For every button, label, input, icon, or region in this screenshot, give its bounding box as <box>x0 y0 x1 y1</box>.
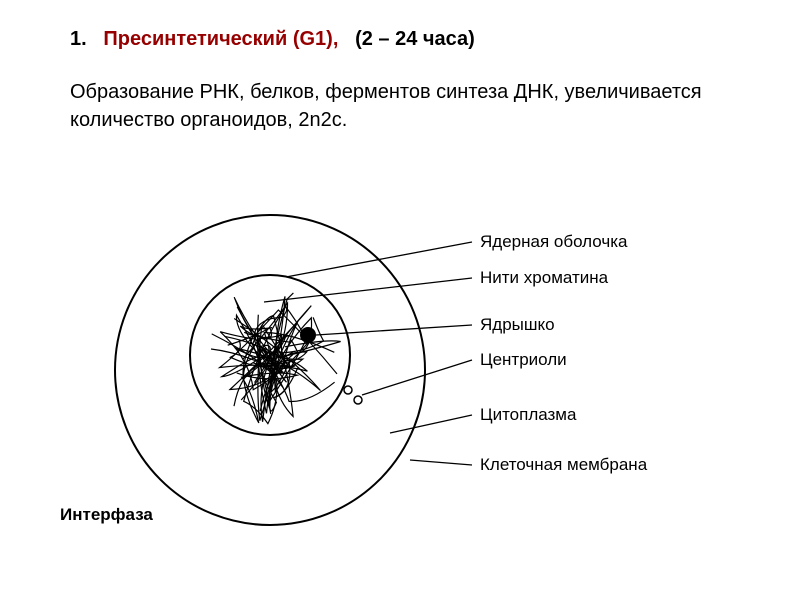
title-duration: (2 – 24 часа) <box>355 28 475 50</box>
title-main: Пресинтетический (G1), <box>103 28 338 50</box>
title-line: 1. Пресинтетический (G1), (2 – 24 часа) <box>70 28 750 51</box>
label-cytoplasm: Цитоплазма <box>480 405 577 424</box>
cell-diagram: Ядерная оболочка Нити хроматина Ядрышко Цен… <box>40 170 760 570</box>
label-chromatin: Нити хроматина <box>480 268 609 287</box>
subtitle-text: Образование РНК, белков, ферментов синте… <box>70 78 710 134</box>
label-nucleolus: Ядрышко <box>480 315 555 334</box>
title-number: 1. <box>70 28 87 50</box>
diagram-caption: Интерфаза <box>60 505 153 524</box>
label-centriole: Центриоли <box>480 350 567 369</box>
label-membrane: Ядерная оболочка <box>480 232 628 251</box>
page: 1. Пресинтетический (G1), (2 – 24 часа) … <box>0 0 800 600</box>
label-cellmem: Клеточная мембрана <box>480 455 648 474</box>
cell-svg: Ядерная оболочка Нити хроматина Ядрышко Цен… <box>40 170 760 570</box>
